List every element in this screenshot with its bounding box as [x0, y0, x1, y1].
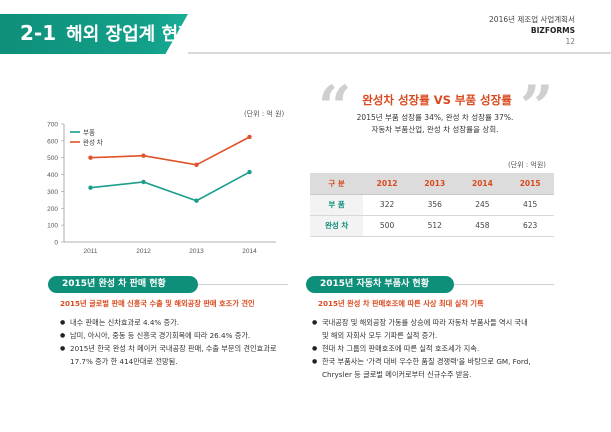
header-divider [188, 52, 611, 54]
right-section-tag: 2015년 자동차 부품사 현황 [306, 276, 454, 293]
table-header: 구 분 [310, 173, 364, 195]
page-title: 2-1 해외 장업계 현황 [20, 20, 195, 48]
y-tick-label: 100 [47, 223, 58, 230]
y-tick-label: 300 [47, 189, 58, 196]
x-tick-label: 2014 [242, 248, 257, 255]
right-section-divider [454, 284, 554, 285]
y-tick-label: 400 [47, 172, 58, 179]
list-item-continued: Chrysler 등 글로벌 메이커로부터 신규수주 받음. [312, 368, 562, 381]
table-header-row: 구 분 2012 2013 2014 2015 [310, 173, 554, 195]
quote-line-2: 자동차 부품산업, 완성 차 성장률을 상회. [371, 125, 499, 134]
y-tick-label: 0 [54, 240, 58, 247]
data-table: 구 분 2012 2013 2014 2015 부 품 322 356 245 … [310, 173, 554, 237]
page-header: 2-1 해외 장업계 현황 2016년 제조업 사업계획서 BIZFORMS 12 [0, 0, 611, 62]
list-item: 현대 차 그룹의 판매호조에 따른 실적 호조세가 지속. [312, 342, 562, 355]
quote-title: 완성차 성장률 VS 부품 성장률 [362, 93, 512, 107]
table-cell: 245 [458, 194, 507, 216]
table-cell: 322 [363, 194, 411, 216]
table-unit-label: (단위 : 억원) [508, 161, 547, 169]
right-section-subtitle: 2015년 완성 차 판매호조에 따른 사상 최대 실적 기록 [318, 299, 484, 308]
continued-text: 17.7% 증가 한 414만대로 전망됨. [70, 357, 178, 366]
quote-text: 2015년 부품 성장률 34%, 완성 차 성장률 37%. 자동차 부품산업… [330, 112, 540, 136]
y-tick-label: 700 [47, 122, 58, 129]
y-tick-label: 600 [47, 138, 58, 145]
list-item: 한국 부품사는 '가격 대비 우수한 품질 경쟁력'을 바탕으로 GM, For… [312, 355, 562, 368]
table-row: 부 품 322 356 245 415 [310, 194, 554, 216]
continued-text: 및 해외 자회사 모두 기파른 실적 증가. [322, 331, 438, 340]
page-number: 12 [565, 37, 575, 46]
row-label: 부 품 [310, 194, 364, 216]
data-point [247, 134, 252, 140]
table-cell: 356 [410, 194, 459, 216]
left-section-subtitle: 2015년 글로벌 판매 신흥국 수출 및 해외공장 판매 호조가 견인 [60, 299, 255, 308]
data-point [141, 179, 146, 185]
x-tick-label: 2012 [136, 248, 151, 255]
series-line [90, 171, 250, 202]
table-header: 2012 [363, 173, 411, 195]
left-section-divider [198, 284, 288, 285]
list-item: 내수 판매는 신차효과로 4.4% 증가. [60, 316, 310, 329]
list-item: 2015년 한국 완성 차 메이커 국내공장 판매, 수출 부문의 견인효과로 [60, 342, 310, 355]
line-chart: 0 100 200 300 400 500 600 700 2011 2012 2013 2014 부품… [47, 122, 276, 255]
doc-title: 2016년 제조업 사업계획서 [489, 15, 575, 24]
data-point [88, 155, 93, 160]
data-point [194, 198, 199, 203]
table-cell: 500 [363, 215, 411, 237]
y-tick-label: 500 [47, 155, 58, 162]
table-header: 2014 [458, 173, 507, 195]
continued-text: Chrysler 등 글로벌 메이커로부터 신규수주 받음. [322, 370, 472, 379]
legend-label: 부품 [83, 128, 95, 136]
doc-info: 2016년 제조업 사업계획서 BIZFORMS 12 [489, 14, 575, 47]
data-point [88, 185, 93, 190]
table-row: 완성 차 500 512 458 623 [310, 215, 554, 237]
table-header: 2013 [410, 173, 459, 195]
title-band [0, 14, 188, 54]
table-cell: 512 [410, 215, 459, 237]
list-item-continued: 및 해외 자회사 모두 기파른 실적 증가. [312, 329, 562, 342]
right-bullet-list: 국내공장 및 해외공장 가동률 상승에 따라 자동차 부품사들 역시 국내 및 … [312, 316, 562, 381]
list-item-continued: 17.7% 증가 한 414만대로 전망됨. [60, 355, 310, 368]
table-header: 2015 [506, 173, 554, 195]
data-point [141, 153, 146, 158]
table-cell: 458 [458, 215, 507, 237]
open-quote-icon: “ [318, 73, 352, 141]
data-point [194, 162, 199, 167]
left-bullet-list: 내수 판매는 신차효과로 4.4% 증가. 남미, 아시아, 중동 등 신흥국 … [60, 316, 310, 368]
x-tick-label: 2013 [189, 248, 204, 255]
section-number: 2-1 [20, 21, 57, 45]
section-title: 해외 장업계 현황 [66, 24, 195, 45]
row-label: 완성 차 [310, 215, 364, 237]
list-item: 남미, 아시아, 중동 등 신흥국 경기회복에 따라 26.4% 증가. [60, 329, 310, 342]
list-item: 국내공장 및 해외공장 가동률 상승에 따라 자동차 부품사들 역시 국내 [312, 316, 562, 329]
left-section-tag: 2015년 완성 차 판매 현황 [48, 276, 198, 293]
chart-unit-label: (단위 : 억 원) [244, 110, 285, 118]
brand-name: BIZFORMS [530, 26, 575, 35]
y-tick-label: 200 [47, 206, 58, 213]
table-cell: 623 [506, 215, 554, 237]
table-cell: 415 [506, 194, 554, 216]
data-point [247, 169, 252, 175]
close-quote-icon: ” [520, 73, 554, 141]
legend-label: 완성 차 [83, 137, 103, 146]
x-tick-label: 2011 [84, 248, 98, 255]
series-line [90, 136, 250, 166]
quote-line-1: 2015년 부품 성장률 34%, 완성 차 성장률 37%. [356, 113, 514, 122]
